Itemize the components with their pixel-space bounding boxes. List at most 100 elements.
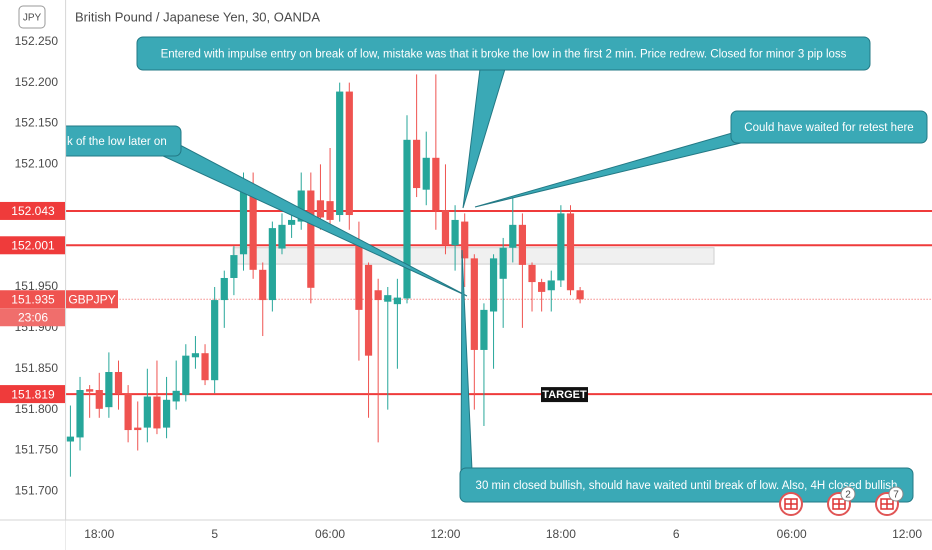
countdown-label: 23:06 <box>18 310 48 324</box>
candle-body <box>451 219 459 246</box>
candle-body <box>336 91 344 216</box>
candle-body <box>191 353 200 358</box>
candle-body <box>259 269 267 301</box>
candle-body <box>95 390 103 409</box>
candle-body <box>326 201 334 220</box>
candle-body <box>182 355 190 395</box>
candle-body <box>249 188 257 270</box>
candle-body <box>297 190 305 222</box>
candle-body <box>509 224 517 248</box>
y-tick-label: 152.200 <box>15 75 59 89</box>
candle-body <box>220 277 228 301</box>
y-tick-label: 151.750 <box>15 443 59 457</box>
x-tick-label: 5 <box>211 527 218 541</box>
price-line-label: 152.001 <box>11 238 55 252</box>
candle-body <box>211 300 219 381</box>
candle-body <box>172 390 180 402</box>
x-tick-label: 18:00 <box>546 527 576 541</box>
candle-body <box>403 139 411 299</box>
target-box <box>541 387 588 403</box>
candle-body <box>239 188 248 255</box>
candle-body <box>105 372 113 408</box>
callout-pointer <box>474 132 747 208</box>
candle-body <box>393 297 401 305</box>
candle-body <box>287 219 296 225</box>
candle-body <box>374 290 382 301</box>
candle-body <box>538 282 546 292</box>
event-count-badge <box>840 486 856 502</box>
candle-body <box>86 389 94 392</box>
candle-body <box>499 247 507 279</box>
callout-box <box>730 110 928 144</box>
x-tick-label: 06:00 <box>315 527 345 541</box>
candle-body <box>76 390 84 438</box>
event-flag <box>880 498 894 510</box>
candle-body <box>480 309 488 350</box>
candle-body <box>134 427 142 431</box>
candle-body <box>201 353 209 381</box>
callout-text: Could have waited for retest here <box>744 122 913 134</box>
candle-body <box>441 210 450 246</box>
price-line-label-box <box>0 201 65 220</box>
y-tick-label: 152.150 <box>15 116 59 130</box>
callout-pointer <box>460 249 473 471</box>
candle-body <box>66 436 75 442</box>
candle-body <box>461 221 469 259</box>
callout-text: k of the low later on <box>67 136 167 148</box>
candle-body <box>230 255 238 278</box>
candle-body <box>470 258 478 350</box>
x-tick-label: 6 <box>673 527 680 541</box>
candle-body <box>528 264 536 283</box>
symbol-label: GBPJPY <box>68 292 115 306</box>
last-price-box <box>0 290 65 309</box>
candle-body <box>124 393 132 431</box>
symbol-box <box>66 290 118 309</box>
callout-box <box>459 467 914 503</box>
callout-box <box>136 36 871 71</box>
y-axis-panel <box>0 0 66 550</box>
event-flag <box>832 498 846 510</box>
candle-body <box>143 396 151 428</box>
callout-text: Entered with impulse entry on break of l… <box>161 49 847 61</box>
candle-body <box>162 399 171 428</box>
callout-text: 30 min closed bullish, should have waite… <box>476 480 898 492</box>
chart-title: British Pound / Japanese Yen, 30, OANDA <box>75 9 320 24</box>
candle-body <box>422 157 430 190</box>
x-tick-label: 12:00 <box>892 527 922 541</box>
target-label: TARGET <box>542 389 587 401</box>
x-tick-label: 06:00 <box>777 527 807 541</box>
price-line-label: 151.819 <box>11 387 55 401</box>
y-tick-label: 151.800 <box>15 402 59 416</box>
event-count: 2 <box>845 490 851 501</box>
x-tick-label: 18:00 <box>84 527 114 541</box>
event-flag <box>784 498 798 510</box>
last-price-label: 151.935 <box>11 292 55 306</box>
candle-body <box>432 157 440 211</box>
x-axis-panel <box>65 520 932 550</box>
candle-body <box>557 213 565 281</box>
candle-body <box>345 91 353 216</box>
candle-body <box>268 228 276 301</box>
candle-body <box>114 372 123 394</box>
x-tick-label: 12:00 <box>430 527 460 541</box>
candle-body <box>384 295 392 302</box>
candle-body <box>576 290 584 300</box>
badge-box <box>18 5 46 29</box>
candle-body <box>413 139 421 189</box>
price-line-label-box <box>0 385 65 404</box>
candle-body <box>278 224 286 249</box>
candle-body <box>307 190 315 288</box>
event-count: 7 <box>893 490 899 501</box>
y-tick-label: 151.950 <box>15 279 59 293</box>
candle-body <box>489 258 498 312</box>
candle-body <box>566 213 575 291</box>
countdown-box <box>0 308 65 327</box>
badge: JPY <box>23 13 42 24</box>
event-count-badge <box>888 486 904 502</box>
y-tick-label: 151.850 <box>15 361 59 375</box>
y-tick-label: 152.100 <box>15 157 59 171</box>
y-tick-label: 151.700 <box>15 484 59 498</box>
candle-body <box>316 200 325 218</box>
candle-body <box>518 224 527 265</box>
